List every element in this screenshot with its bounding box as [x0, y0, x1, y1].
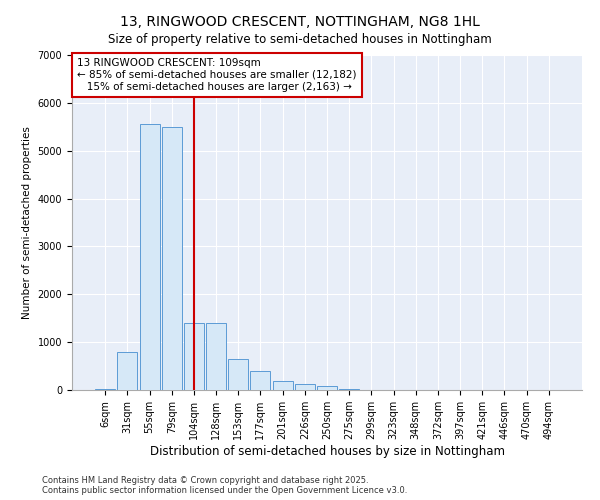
Text: Size of property relative to semi-detached houses in Nottingham: Size of property relative to semi-detach… — [108, 32, 492, 46]
Bar — [118, 352, 137, 390]
Bar — [272, 382, 293, 390]
Text: 13, RINGWOOD CRESCENT, NOTTINGHAM, NG8 1HL: 13, RINGWOOD CRESCENT, NOTTINGHAM, NG8 1… — [120, 15, 480, 29]
X-axis label: Distribution of semi-detached houses by size in Nottingham: Distribution of semi-detached houses by … — [149, 445, 505, 458]
Bar — [250, 371, 271, 390]
Bar — [317, 386, 337, 390]
Bar — [206, 323, 226, 390]
Bar — [184, 323, 204, 390]
Y-axis label: Number of semi-detached properties: Number of semi-detached properties — [22, 126, 32, 319]
Bar — [140, 124, 160, 390]
Text: Contains HM Land Registry data © Crown copyright and database right 2025.
Contai: Contains HM Land Registry data © Crown c… — [42, 476, 407, 495]
Text: 13 RINGWOOD CRESCENT: 109sqm
← 85% of semi-detached houses are smaller (12,182)
: 13 RINGWOOD CRESCENT: 109sqm ← 85% of se… — [77, 58, 356, 92]
Bar — [295, 384, 315, 390]
Bar — [162, 127, 182, 390]
Bar — [228, 359, 248, 390]
